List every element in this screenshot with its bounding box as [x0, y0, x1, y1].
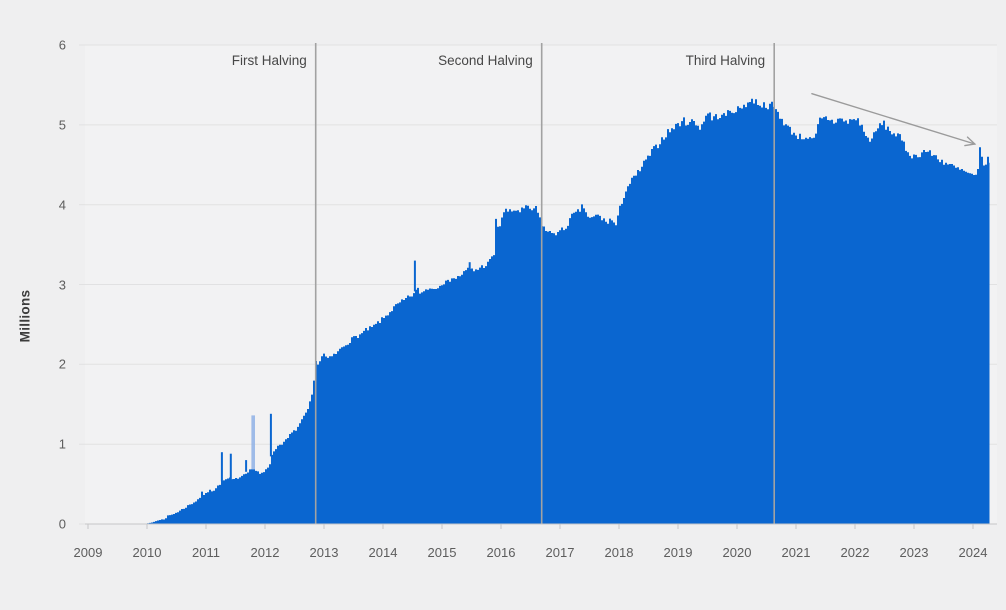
- x-tick-label-2024: 2024: [958, 545, 988, 560]
- y-tick-label-6: 6: [58, 37, 66, 53]
- trend-arrow: [811, 92, 977, 147]
- x-tick-label-2022: 2022: [840, 545, 870, 560]
- x-tick-label-2017: 2017: [545, 545, 575, 560]
- annotation-second-halving: Second Halving: [438, 53, 533, 68]
- supply-spike: [468, 262, 471, 270]
- y-tick-label-3: 3: [58, 277, 66, 292]
- x-tick-label-2010: 2010: [132, 545, 162, 560]
- x-tick-label-2020: 2020: [722, 545, 752, 560]
- x-tick-label-2009: 2009: [73, 545, 103, 560]
- supply-spike: [229, 453, 232, 480]
- ghost-spike: [251, 415, 255, 470]
- x-tick-label-2021: 2021: [781, 545, 811, 560]
- supply-spike: [220, 452, 223, 482]
- x-tick-label-2012: 2012: [250, 545, 280, 560]
- x-tick-label-2018: 2018: [604, 545, 634, 560]
- annotation-third-halving: Third Halving: [685, 53, 766, 68]
- supply-spike: [413, 260, 416, 292]
- x-tick-label-2016: 2016: [486, 545, 516, 560]
- y-tick-label-0: 0: [58, 516, 66, 532]
- y-tick-label-1: 1: [58, 436, 66, 452]
- supply-spike: [269, 413, 272, 457]
- x-tick-label-2023: 2023: [899, 545, 929, 560]
- y-tick-label-5: 5: [58, 117, 66, 133]
- y-axis-title: Millions: [17, 289, 33, 343]
- x-tick-label-2013: 2013: [309, 545, 339, 560]
- x-tick-label-2015: 2015: [427, 545, 457, 560]
- y-tick-label-2: 2: [58, 356, 66, 372]
- y-tick-label-4: 4: [58, 197, 66, 213]
- supply-area: [144, 98, 990, 524]
- x-tick-label-2011: 2011: [192, 545, 220, 560]
- x-tick-label-2019: 2019: [663, 545, 693, 560]
- supply-spike: [245, 460, 248, 472]
- x-tick-label-2014: 2014: [368, 545, 398, 560]
- annotation-first-halving: First Halving: [231, 53, 307, 68]
